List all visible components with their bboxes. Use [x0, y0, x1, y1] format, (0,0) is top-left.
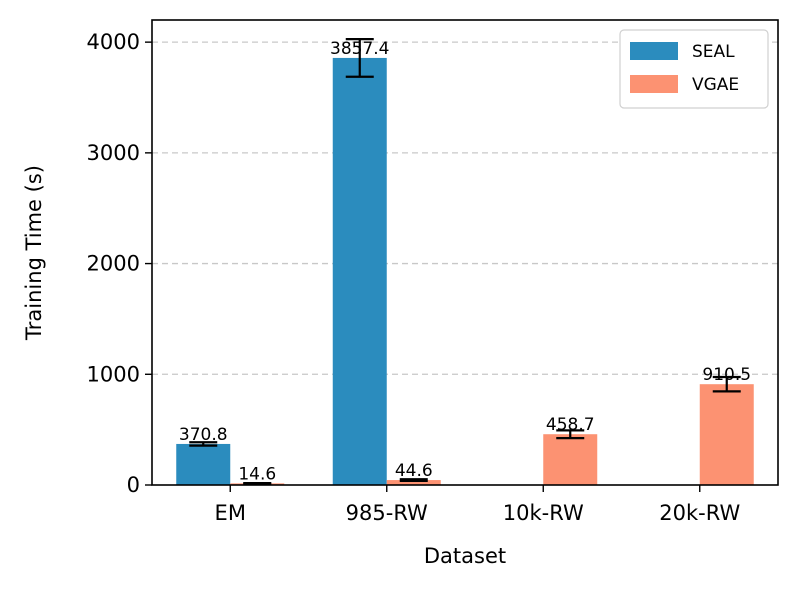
y-tick-label-1: 1000 [87, 362, 140, 386]
x-tick-label-2: 10k-RW [503, 501, 584, 525]
y-axis-ticks: 0 1000 2000 3000 4000 [87, 30, 152, 497]
y-tick-label-0: 0 [127, 473, 140, 497]
bar-seal-0 [176, 443, 231, 485]
x-axis-ticks: EM 985-RW 10k-RW 20k-RW [215, 485, 740, 525]
bar-seal-1 [332, 57, 387, 485]
bar-vgae-3 [699, 384, 754, 485]
plot-frame [151, 19, 779, 486]
bar-vgae-1 [386, 480, 441, 485]
legend-label-vgae: VGAE [692, 75, 739, 95]
data-label-seal-0: 370.8 [179, 425, 228, 445]
x-tick-label-0: EM [215, 501, 246, 525]
data-label-vgae-2: 458.7 [546, 415, 595, 435]
data-labels: 370.8 14.6 3857.4 44.6 458.7 910.5 [179, 39, 751, 484]
y-tick-label-3: 3000 [87, 141, 140, 165]
x-tick-label-3: 20k-RW [659, 501, 740, 525]
x-axis-title: Dataset [424, 544, 506, 568]
legend-label-seal: SEAL [692, 42, 735, 62]
legend: SEAL VGAE [619, 29, 769, 109]
data-label-vgae-1: 44.6 [395, 461, 433, 481]
data-label-vgae-3: 910.5 [702, 365, 751, 385]
bar-vgae-2 [543, 434, 598, 485]
legend-swatch-seal [630, 42, 678, 60]
data-label-seal-1: 3857.4 [330, 39, 389, 59]
y-tick-label-4: 4000 [87, 30, 140, 54]
y-axis-title: Training Time (s) [22, 165, 46, 341]
legend-swatch-vgae [630, 75, 678, 93]
data-label-vgae-0: 14.6 [238, 464, 276, 484]
error-bars [189, 38, 741, 485]
y-tick-label-2: 2000 [87, 252, 140, 276]
x-tick-label-1: 985-RW [346, 501, 428, 525]
bars [176, 57, 754, 485]
